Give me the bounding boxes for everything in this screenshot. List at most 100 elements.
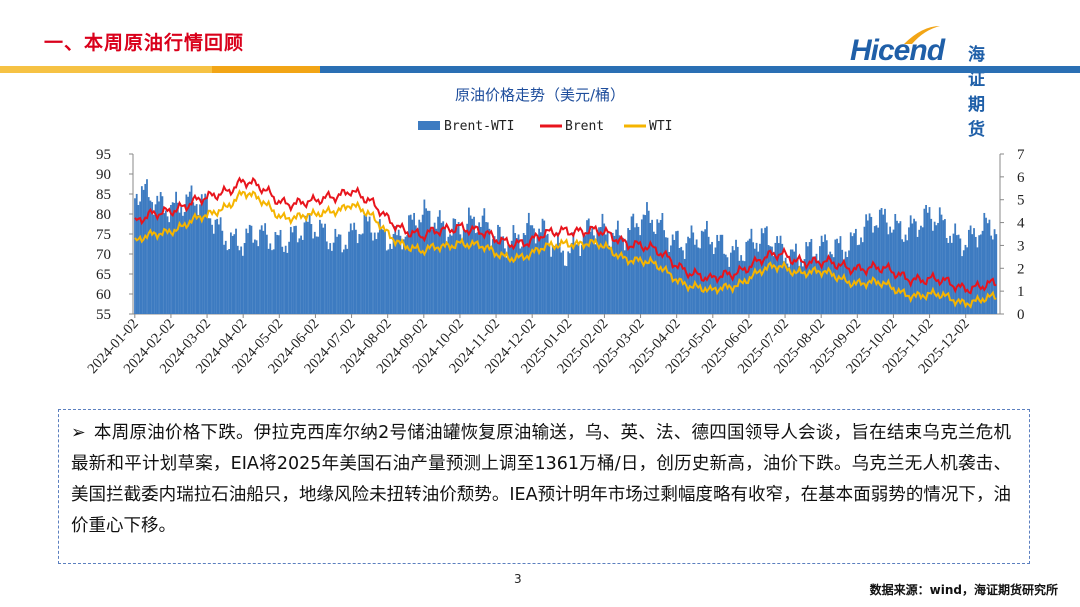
spread-bar (170, 205, 172, 314)
spread-bar (531, 225, 534, 314)
spread-bar (630, 216, 633, 314)
spread-bar (142, 189, 145, 314)
spread-bar (736, 246, 739, 314)
spread-bar (553, 245, 556, 314)
spread-bar (740, 255, 743, 314)
spread-bar (661, 213, 664, 314)
spread-bar (635, 223, 638, 314)
spread-bar (594, 244, 597, 314)
spread-bar (611, 232, 614, 314)
spread-bar (373, 232, 376, 314)
spread-bar (866, 220, 869, 314)
spread-bar (599, 227, 602, 314)
y-left-tick-label: 60 (96, 287, 111, 303)
spread-bar (223, 244, 225, 314)
spread-bar (190, 185, 193, 314)
spread-bar (798, 266, 801, 314)
spread-bar (283, 251, 285, 314)
spread-bar (565, 266, 568, 314)
spread-bar (716, 234, 719, 314)
spread-bar (375, 239, 378, 314)
spread-bar (144, 183, 147, 314)
spread-bar (856, 245, 859, 314)
chart-svg: 原油价格走势（美元/桶）Brent-WTI Brent WTI55606570758… (85, 86, 1025, 377)
spread-bar (241, 255, 244, 314)
data-source: 数据来源：wind，海证期货研究所 (869, 583, 1058, 597)
header-stripes (0, 66, 1080, 73)
spread-bar (503, 248, 506, 314)
spread-bar (433, 222, 436, 314)
spread-bar (853, 233, 856, 314)
spread-bar (901, 239, 904, 314)
spread-bar (587, 218, 590, 314)
spread-bar (192, 202, 195, 314)
logo-text: Hicend (850, 34, 945, 67)
spread-bar (592, 235, 595, 314)
spread-bar (807, 246, 809, 314)
spread-bar (959, 238, 962, 314)
spread-bar (348, 231, 350, 314)
spread-bar (432, 229, 434, 314)
spread-bar (623, 250, 626, 314)
spread-bar (481, 215, 484, 314)
spread-bar (755, 242, 758, 314)
spread-bar (209, 218, 212, 314)
spread-bar (956, 235, 958, 314)
spread-bar (529, 225, 532, 314)
spread-bar (949, 235, 951, 314)
spread-bar (231, 235, 234, 314)
spread-bar (437, 216, 439, 314)
spread-bar (714, 247, 717, 314)
spread-bar (831, 254, 833, 314)
spread-bar (690, 225, 693, 314)
spread-bar (981, 230, 984, 314)
spread-bar (712, 254, 715, 314)
spread-bar (310, 224, 313, 314)
spread-bar (938, 207, 941, 314)
spread-bar (935, 225, 938, 314)
spread-bar (510, 240, 513, 314)
spread-bar (478, 222, 481, 314)
spread-bar (349, 223, 352, 314)
spread-bar (272, 249, 275, 314)
spread-bar (175, 191, 177, 314)
spread-bar (979, 234, 982, 314)
spread-bar (904, 234, 907, 314)
spread-bar (819, 246, 821, 314)
spread-bar (211, 224, 213, 314)
spread-bar (149, 200, 152, 314)
spread-bar (269, 243, 272, 314)
spread-bar (825, 240, 828, 314)
spread-bar (673, 239, 676, 314)
spread-bar (796, 257, 799, 314)
spread-bar (416, 231, 419, 314)
spread-bar (586, 220, 588, 314)
spread-bar (515, 237, 518, 314)
y-right-tick-label: 4 (1017, 216, 1025, 232)
spread-bar (390, 248, 393, 314)
spread-bar (378, 219, 381, 314)
spread-bar (438, 210, 441, 314)
spread-bar (253, 239, 256, 314)
spread-bar (216, 218, 219, 314)
spread-bar (161, 196, 164, 314)
spread-bar (255, 240, 258, 314)
spread-bar (295, 225, 297, 314)
spread-bar (651, 219, 654, 314)
spread-bar (817, 261, 820, 314)
spread-bar (346, 248, 349, 314)
spread-bar (906, 240, 909, 314)
spread-bar (404, 236, 407, 314)
spread-bar (728, 266, 731, 314)
spread-bar (331, 250, 333, 314)
spread-bar (685, 243, 688, 314)
spread-bar (250, 225, 253, 314)
legend-label-wti: WTI (649, 119, 672, 134)
spread-bar (159, 192, 162, 314)
spread-bar (450, 235, 453, 314)
spread-bar (937, 222, 939, 314)
spread-bar (385, 250, 388, 314)
spread-bar (440, 222, 443, 314)
spread-bar (248, 224, 251, 314)
spread-bar (257, 246, 260, 314)
